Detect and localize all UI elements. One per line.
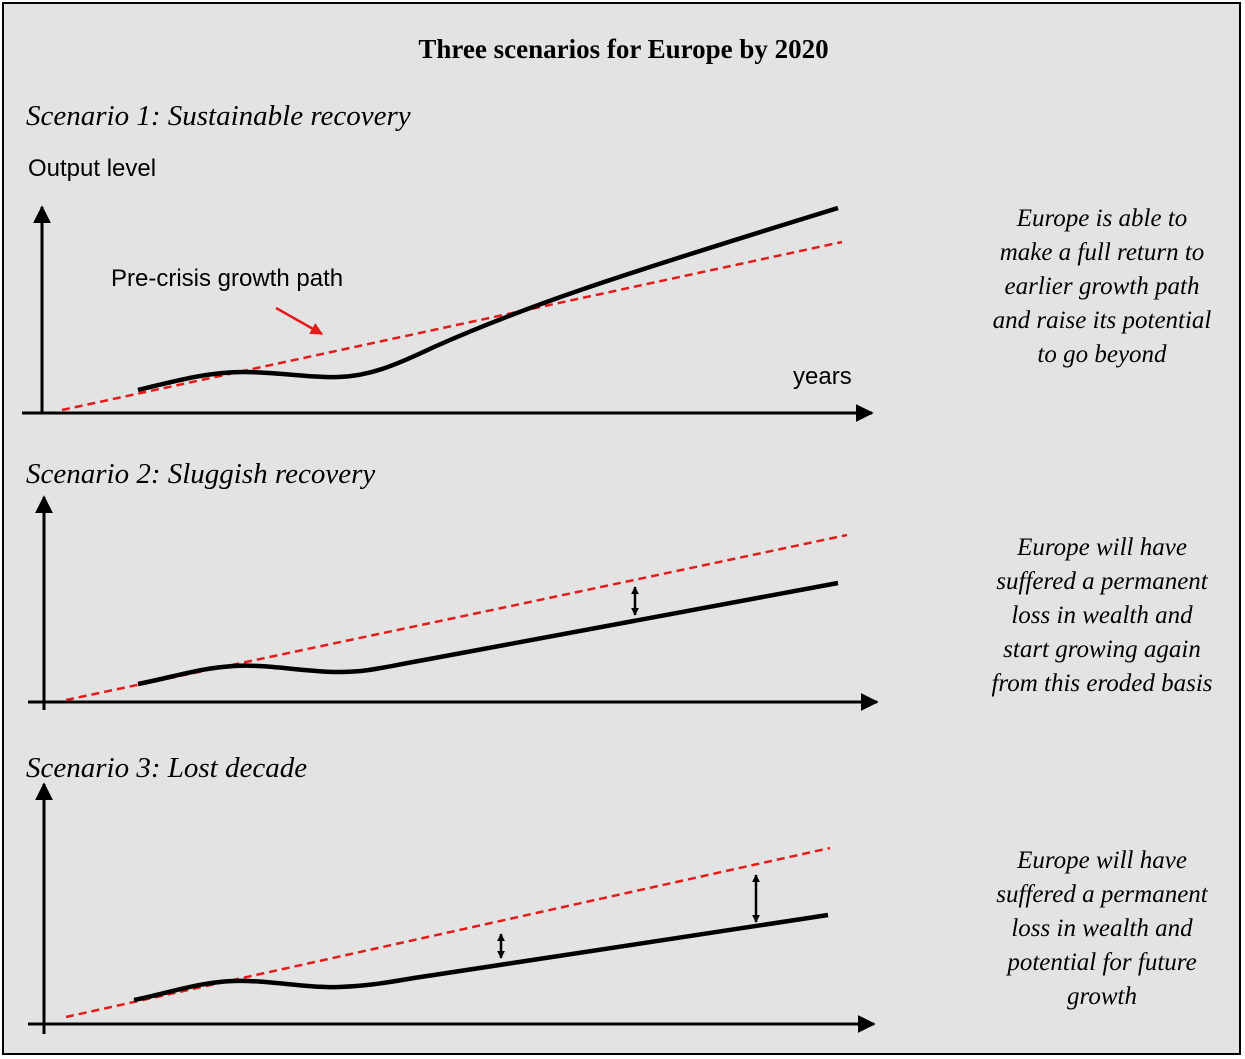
- description-line: Europe will have: [1017, 534, 1187, 561]
- description-line: and raise its potential: [992, 307, 1212, 334]
- scenario-diagrams: [22, 205, 879, 1034]
- description-line: start growing again: [1003, 636, 1201, 663]
- description-line: suffered a permanent: [996, 881, 1208, 908]
- description-line: loss in wealth and: [1011, 915, 1193, 942]
- description-line: Europe is able to: [1016, 205, 1188, 232]
- output-path: [133, 912, 829, 1003]
- pre-crisis-label: Pre-crisis growth path: [111, 265, 344, 292]
- scenario-1-description: Europe is able to make a full return to …: [962, 202, 1242, 372]
- diagram-title: Three scenarios for Europe by 2020: [418, 34, 829, 64]
- pre-crisis-path: [61, 240, 843, 412]
- description-line: to go beyond: [1037, 341, 1167, 368]
- scenario-3-title: Scenario 3: Lost decade: [26, 752, 308, 784]
- scenario-1-title: Scenario 1: Sustainable recovery: [26, 100, 411, 132]
- description-line: from this eroded basis: [991, 670, 1213, 697]
- output-path: [137, 205, 839, 393]
- description-line: potential for future: [1007, 949, 1197, 976]
- scenario-3-description: Europe will have suffered a permanent lo…: [962, 844, 1242, 1014]
- output-path: [137, 580, 839, 687]
- pre-crisis-pointer-arrow: [275, 306, 324, 336]
- description-line: make a full return to: [999, 239, 1205, 266]
- description-line: growth: [1067, 983, 1137, 1010]
- scenario-3-chart: [28, 782, 876, 1034]
- description-line: suffered a permanent: [996, 568, 1208, 595]
- x-axis-label: years: [793, 363, 852, 390]
- y-axis-label: Output level: [28, 155, 157, 182]
- description-line: Europe will have: [1017, 847, 1187, 874]
- scenario-2-title: Scenario 2: Sluggish recovery: [26, 458, 376, 490]
- pre-crisis-path: [65, 846, 831, 1019]
- scenario-1-chart: [22, 205, 874, 422]
- scenario-2-chart: [28, 495, 879, 711]
- description-line: loss in wealth and: [1011, 602, 1193, 629]
- description-line: earlier growth path: [1004, 273, 1200, 300]
- scenario-2-description: Europe will have suffered a permanent lo…: [962, 531, 1242, 701]
